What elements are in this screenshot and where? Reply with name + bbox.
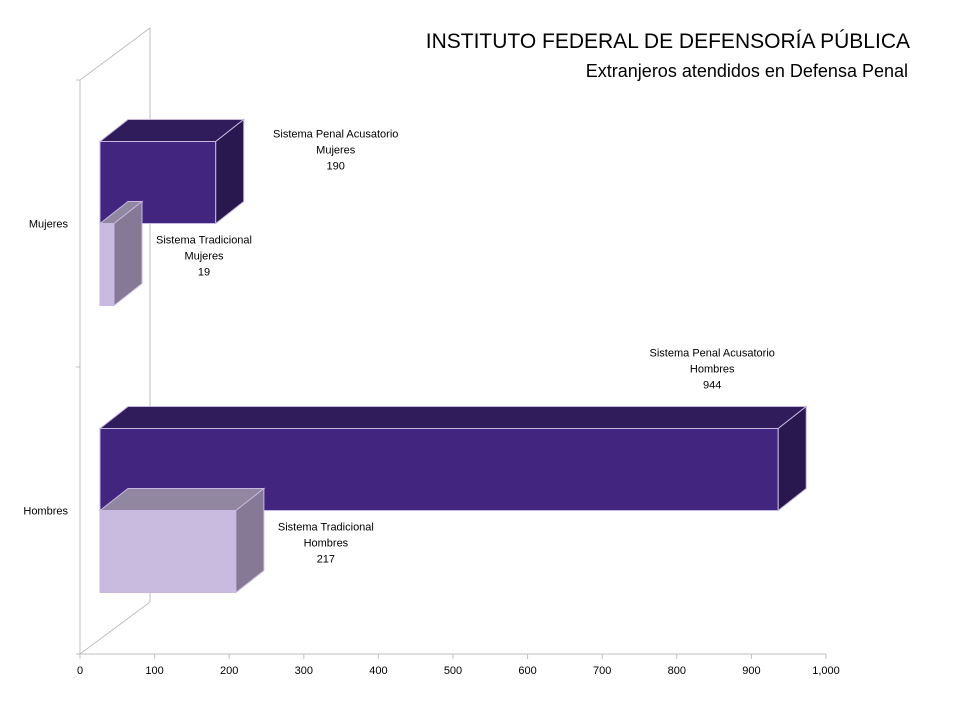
x-tick-label: 400 [369,665,387,677]
chart-bars [98,118,808,594]
x-tick-label: 1,000 [812,665,840,677]
bar-side-face [777,405,807,512]
x-tick-label: 200 [220,665,238,677]
data-label-line: Hombres [690,364,735,376]
bar [98,200,144,307]
data-label: Sistema Penal Acusatorio Mujeres 190 [273,129,398,173]
data-label-line: 19 [198,267,210,279]
data-label-line: 217 [317,554,335,566]
data-label-line: 190 [327,161,345,173]
x-tick-label: 100 [145,665,163,677]
bar-side-face [113,200,143,307]
x-tick-label: 900 [742,665,760,677]
category-axis: Mujeres Hombres [23,79,80,655]
data-label-line: Sistema Tradicional [156,235,252,247]
bar-top-face [98,406,808,429]
category-label: Mujeres [29,219,69,231]
x-tick-label: 500 [444,665,462,677]
chart-subtitle: Extranjeros atendidos en Defensa Penal [586,61,908,81]
bar-front-face [99,510,237,593]
x-axis: 0 100 200 300 400 500 600 700 800 900 1,000 [77,654,840,677]
bar [98,405,808,512]
data-label-line: Hombres [304,538,349,550]
bar-side-face [235,487,265,594]
data-label-line: Sistema Tradicional [278,522,374,534]
data-label: Sistema Tradicional Hombres 217 [278,522,374,566]
x-tick-label: 0 [77,665,83,677]
x-tick-label: 600 [518,665,536,677]
x-tick-label: 800 [668,665,686,677]
data-label: Sistema Tradicional Mujeres 19 [156,235,252,279]
bar [98,487,266,594]
x-tick-label: 300 [295,665,313,677]
data-label-line: Sistema Penal Acusatorio [650,348,775,360]
data-label-line: 944 [703,380,721,392]
back-wall [79,27,151,655]
bar-side-face [215,118,245,225]
x-tick-label: 700 [593,665,611,677]
chart-title: INSTITUTO FEDERAL DE DEFENSORÍA PÚBLICA [426,30,910,53]
data-label: Sistema Penal Acusatorio Hombres 944 [650,348,775,392]
data-labels: Sistema Penal Acusatorio Mujeres 190Sistem… [156,129,775,566]
data-label-line: Mujeres [316,145,356,157]
category-label: Hombres [23,506,68,518]
bar-front-face [99,223,115,306]
data-label-line: Mujeres [184,251,224,263]
data-label-line: Sistema Penal Acusatorio [273,129,398,141]
